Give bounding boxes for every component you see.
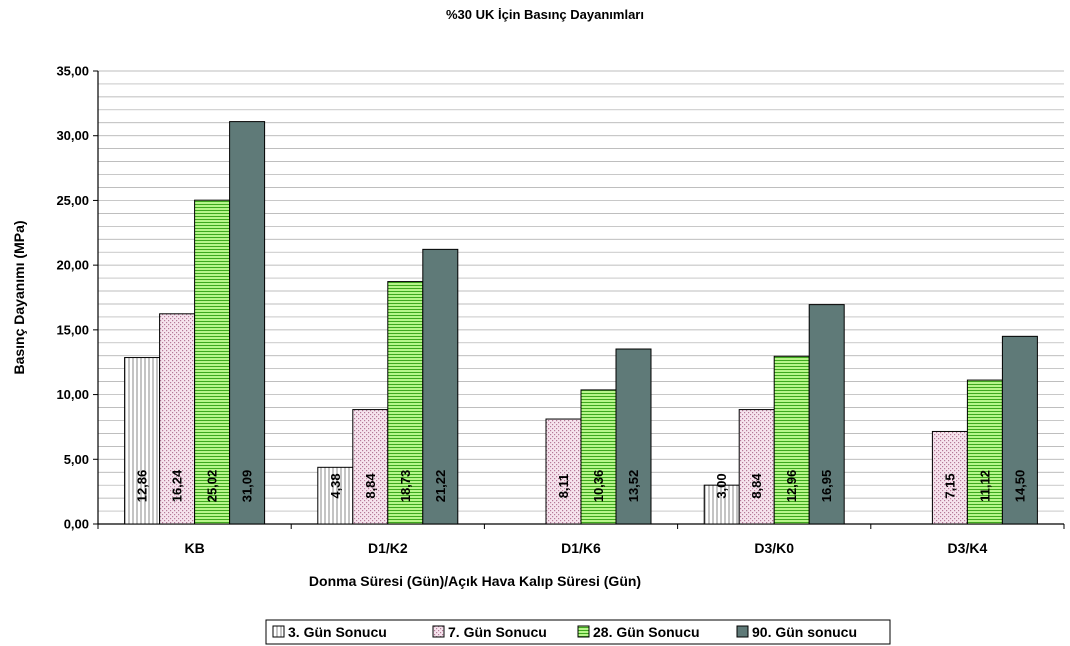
data-label: 13,52 xyxy=(626,470,641,503)
x-tick-label: D1/K6 xyxy=(561,540,601,556)
bars xyxy=(124,121,1038,525)
legend-swatch xyxy=(432,625,445,638)
x-tick-label: KB xyxy=(184,540,204,556)
bar xyxy=(352,409,389,525)
bar xyxy=(580,389,617,525)
legend-label: 28. Gün Sonucu xyxy=(593,624,700,640)
y-tick-label: 15,00 xyxy=(56,322,89,337)
legend-label: 7. Gün Sonucu xyxy=(448,624,547,640)
data-label: 25,02 xyxy=(205,470,220,503)
y-tick-label: 35,00 xyxy=(56,64,89,79)
y-tick-label: 20,00 xyxy=(56,258,89,273)
bar xyxy=(545,418,582,525)
data-label: 21,22 xyxy=(433,470,448,503)
data-label: 14,50 xyxy=(1012,470,1027,503)
bar xyxy=(159,313,196,525)
data-label: 18,73 xyxy=(398,470,413,503)
data-label: 4,38 xyxy=(328,473,343,498)
bar xyxy=(808,304,845,525)
bar xyxy=(1001,335,1038,525)
bar xyxy=(124,357,161,525)
y-axis-label: Basınç Dayanımı (MPa) xyxy=(11,220,27,374)
data-label: 11,12 xyxy=(977,470,992,502)
data-label: 12,86 xyxy=(135,470,150,503)
y-tick-label: 30,00 xyxy=(56,128,89,143)
data-labels: 12,86 16,24 25,02 31,09 4,38 8,84 18,73 21,22 8,… xyxy=(135,469,1028,502)
bar xyxy=(703,484,740,525)
data-label: 10,36 xyxy=(591,470,606,503)
data-label: 8,11 xyxy=(556,474,571,499)
bar xyxy=(966,379,1003,525)
y-tick-label: 10,00 xyxy=(56,387,89,402)
x-tick-label: D1/K2 xyxy=(368,540,408,556)
data-label: 31,09 xyxy=(240,470,255,503)
bar xyxy=(194,199,231,525)
legend: 3. Gün Sonucu 7. Gün Sonucu 28. Gün Sonucu… xyxy=(265,619,891,645)
bar xyxy=(615,348,652,525)
legend-swatch xyxy=(577,625,590,638)
data-label: 8,84 xyxy=(749,473,764,499)
data-label: 8,84 xyxy=(363,473,378,499)
y-tick-label: 5,00 xyxy=(64,452,89,467)
legend-label: 3. Gün Sonucu xyxy=(288,624,387,640)
x-tick-label: D3/K4 xyxy=(948,540,988,556)
bar xyxy=(422,248,459,525)
bar xyxy=(738,409,775,525)
data-label: 16,24 xyxy=(170,469,185,502)
data-label: 16,95 xyxy=(819,470,834,503)
bar xyxy=(317,466,354,525)
y-tick-label: 0,00 xyxy=(64,517,89,532)
x-tick-label: D3/K0 xyxy=(754,540,794,556)
data-label: 12,96 xyxy=(784,470,799,503)
data-label: 3,00 xyxy=(714,473,729,498)
y-tick-label: 25,00 xyxy=(56,193,89,208)
legend-swatch xyxy=(736,625,749,638)
legend-swatch xyxy=(272,625,285,638)
x-axis-label: Donma Süresi (Gün)/Açık Hava Kalıp Süres… xyxy=(309,573,641,589)
bar xyxy=(229,121,266,525)
chart-title: %30 UK İçin Basınç Dayanımları xyxy=(446,7,644,22)
data-label: 7,15 xyxy=(942,473,957,498)
legend-label: 90. Gün sonucu xyxy=(752,624,857,640)
